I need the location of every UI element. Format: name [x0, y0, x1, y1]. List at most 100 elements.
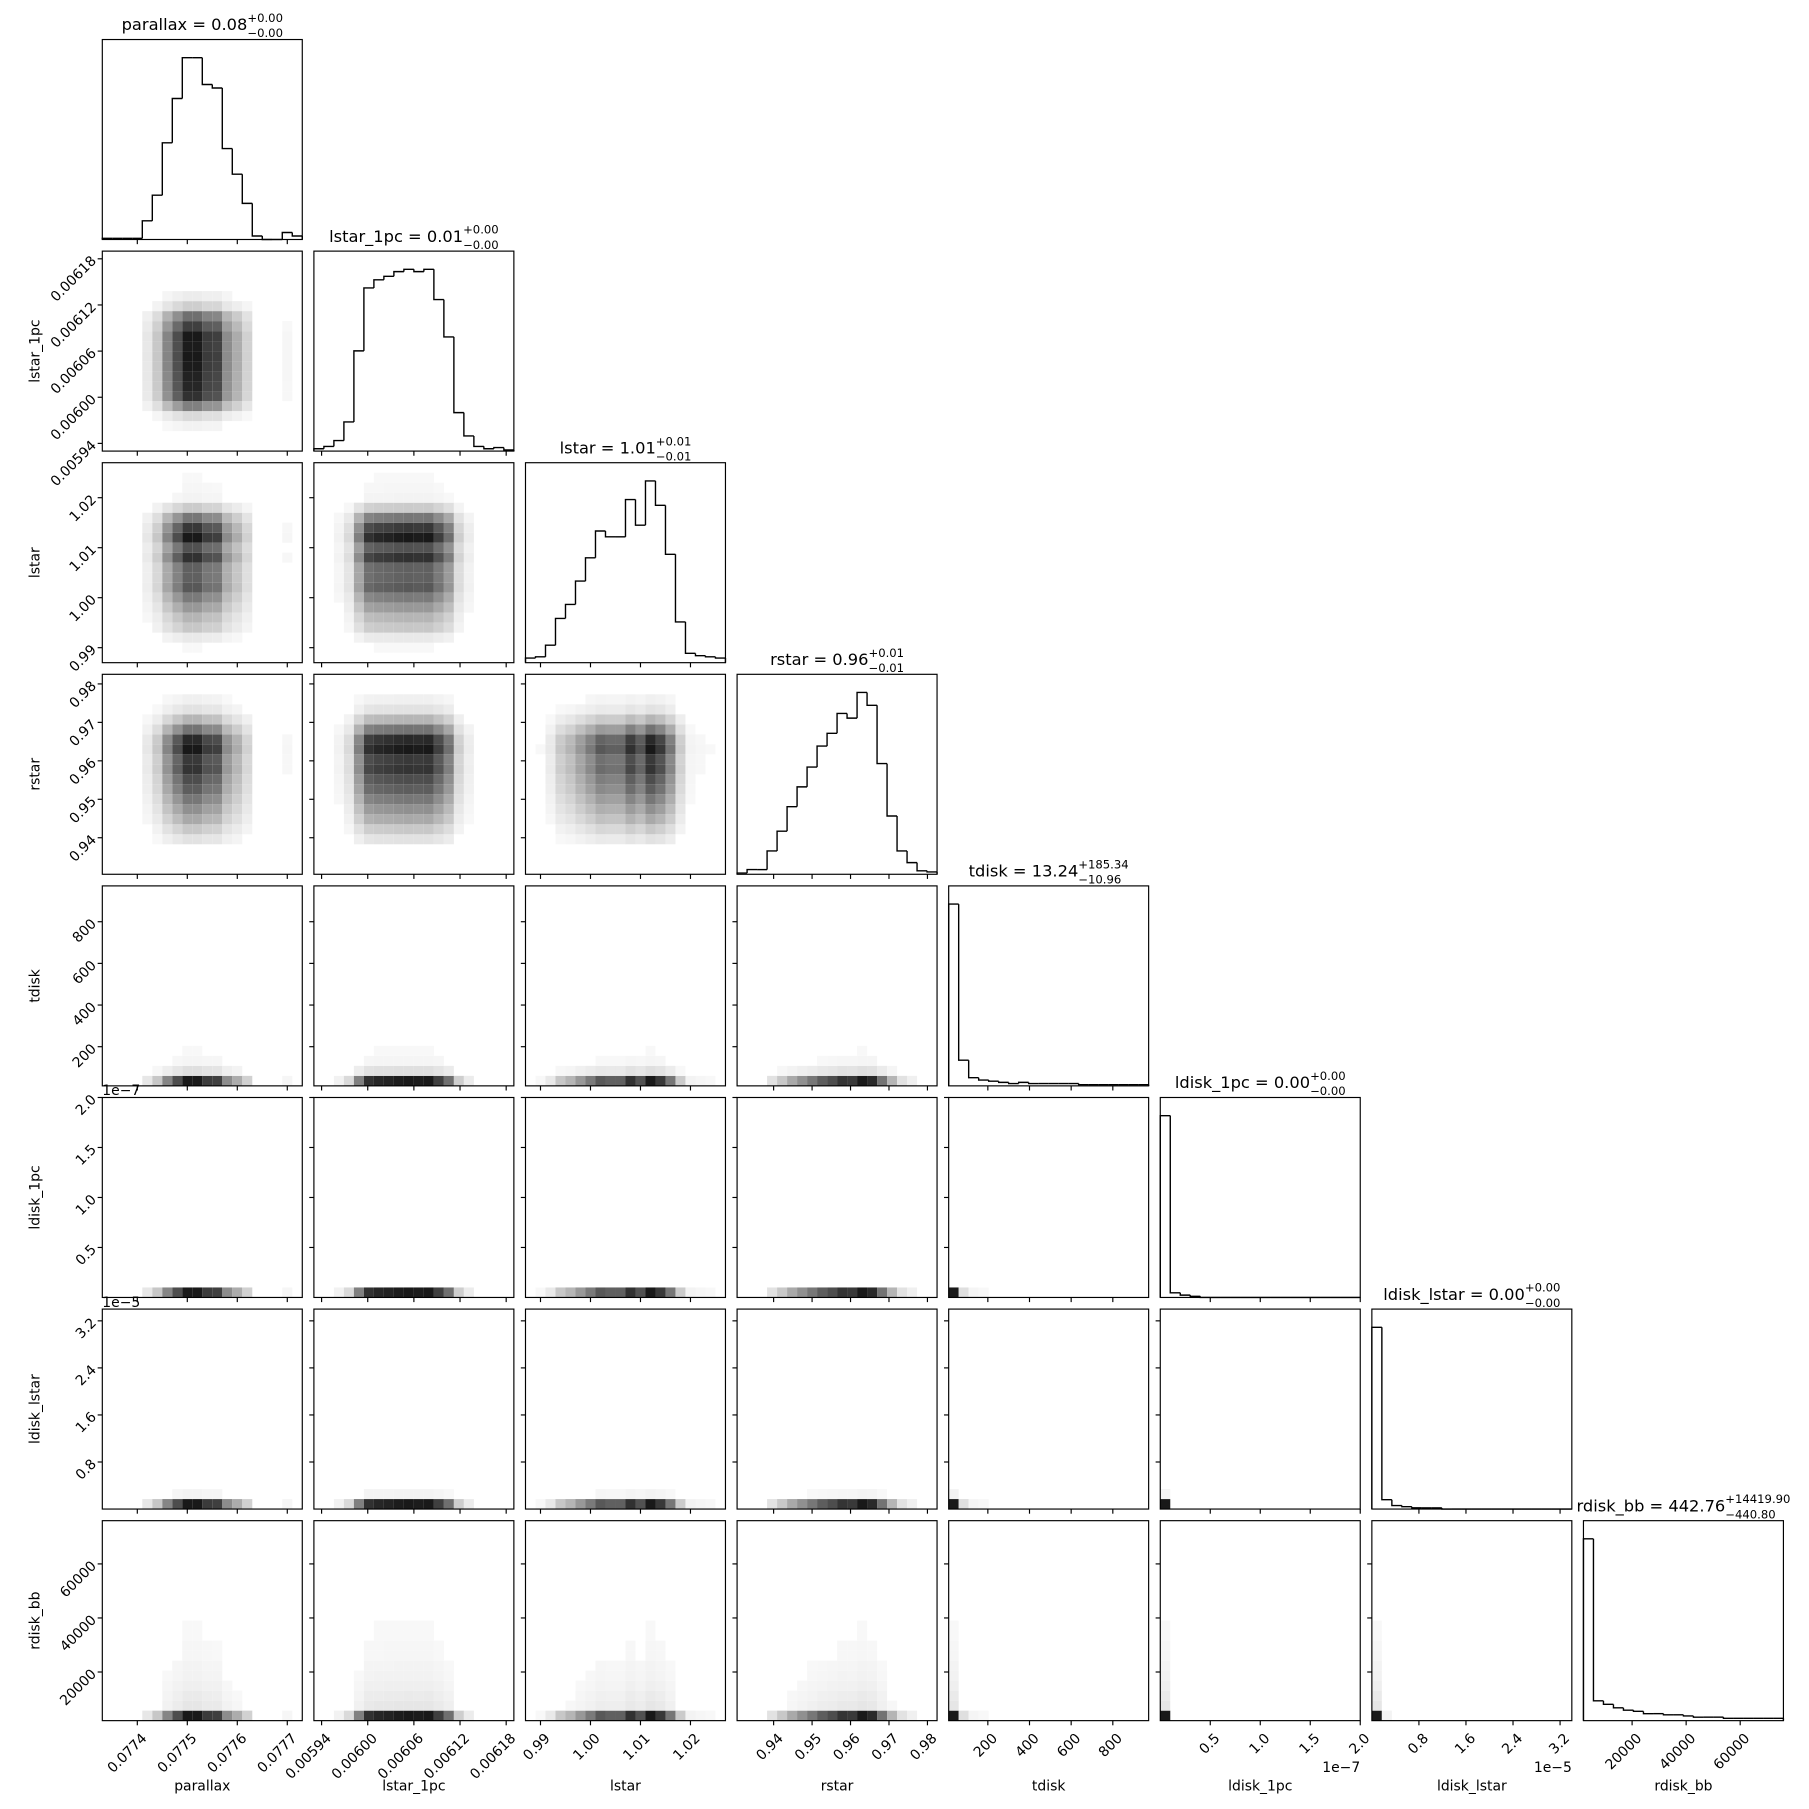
- density-cell: [595, 744, 606, 755]
- y-tick-label: 20000: [57, 1666, 100, 1709]
- density-cell: [958, 1710, 969, 1721]
- density-cell: [565, 824, 576, 835]
- panel: ldisk_1pc = 0.00+0.00 −0.00: [1159, 1069, 1361, 1303]
- density-cell: [353, 532, 364, 543]
- density-cell: [433, 1640, 444, 1651]
- density-cell: [555, 1065, 566, 1076]
- density-cell: [282, 391, 293, 402]
- density-cell: [605, 794, 616, 805]
- density-cell: [383, 632, 394, 643]
- density-cell: [152, 734, 163, 745]
- density-cell: [857, 1670, 868, 1681]
- density-cell: [403, 542, 414, 553]
- density-cell: [655, 1650, 666, 1661]
- density-cell: [575, 774, 586, 785]
- density-cell: [212, 522, 223, 533]
- density-cell: [242, 622, 253, 633]
- density-cell: [393, 1075, 404, 1086]
- density-cell: [353, 794, 364, 805]
- density-cell: [605, 1075, 616, 1086]
- density-cell: [635, 1287, 646, 1298]
- density-cell: [545, 724, 556, 735]
- density-cell: [413, 602, 424, 613]
- histogram-step: [251, 203, 263, 237]
- density-cell: [413, 734, 424, 745]
- density-cell: [242, 401, 253, 412]
- density-cell: [423, 482, 434, 493]
- density-cell: [343, 814, 354, 825]
- density-cell: [655, 1670, 666, 1681]
- density-cell: [463, 512, 474, 523]
- density-cell: [665, 784, 676, 795]
- density-cell: [635, 774, 646, 785]
- density-cell: [645, 814, 656, 825]
- density-cell: [232, 401, 243, 412]
- density-cell: [353, 1075, 364, 1086]
- density-cell: [333, 572, 344, 583]
- density-cell: [242, 341, 253, 352]
- density-cell: [353, 1690, 364, 1701]
- density-cell: [655, 714, 666, 725]
- histogram-step: [353, 350, 364, 422]
- density-cell: [152, 542, 163, 553]
- density-cell: [142, 774, 153, 785]
- density-cell: [403, 632, 414, 643]
- density-cell: [655, 824, 666, 835]
- density-cell: [443, 1660, 454, 1671]
- density-cell: [152, 834, 163, 845]
- density-cell: [242, 562, 253, 573]
- density-cell: [665, 1690, 676, 1701]
- density-cell: [202, 361, 213, 372]
- density-cell: [182, 784, 193, 795]
- density-cell: [343, 724, 354, 735]
- density-cell: [847, 1670, 858, 1681]
- density-cell: [575, 824, 586, 835]
- density-cell: [363, 1710, 374, 1721]
- density-cell: [423, 784, 434, 795]
- density-cell: [202, 482, 213, 493]
- density-cell: [192, 1650, 203, 1661]
- density-cell: [433, 1690, 444, 1701]
- density-cell: [565, 764, 576, 775]
- density-cell: [363, 502, 374, 513]
- panel: tdisk = 13.24+185.34 −10.96: [947, 857, 1150, 1091]
- density-cell: [232, 1700, 243, 1711]
- density-cell: [232, 744, 243, 755]
- density-cell: [887, 1499, 898, 1510]
- density-cell: [202, 592, 213, 603]
- density-cell: [172, 421, 183, 432]
- density-cell: [162, 401, 173, 412]
- density-cell: [242, 331, 253, 342]
- density-cell: [1371, 1630, 1382, 1641]
- density-cell: [453, 1287, 464, 1298]
- density-cell: [443, 774, 454, 785]
- density-cell: [162, 1670, 173, 1681]
- density-cell: [705, 1075, 716, 1086]
- density-cell: [192, 784, 203, 795]
- density-cell: [222, 582, 233, 593]
- density-cell: [453, 522, 464, 533]
- density-cell: [373, 784, 384, 795]
- density-cell: [615, 1489, 626, 1500]
- density-cell: [222, 592, 233, 603]
- density-cell: [443, 694, 454, 705]
- density-cell: [152, 612, 163, 623]
- density-cell: [182, 724, 193, 735]
- density-cell: [413, 744, 424, 755]
- density-cell: [182, 401, 193, 412]
- density-cell: [413, 1045, 424, 1056]
- density-cell: [685, 724, 696, 735]
- density-cell: [142, 512, 153, 523]
- density-cell: [605, 1489, 616, 1500]
- density-cell: [202, 754, 213, 765]
- density-cell: [212, 1670, 223, 1681]
- density-cell: [817, 1065, 828, 1076]
- density-cell: [222, 391, 233, 402]
- panel: [520, 885, 727, 1091]
- density-cell: [948, 1710, 959, 1721]
- density-cell: [142, 1710, 153, 1721]
- density-cell: [202, 572, 213, 583]
- density-cell: [152, 411, 163, 422]
- density-cell: [383, 522, 394, 533]
- density-cell: [393, 532, 404, 543]
